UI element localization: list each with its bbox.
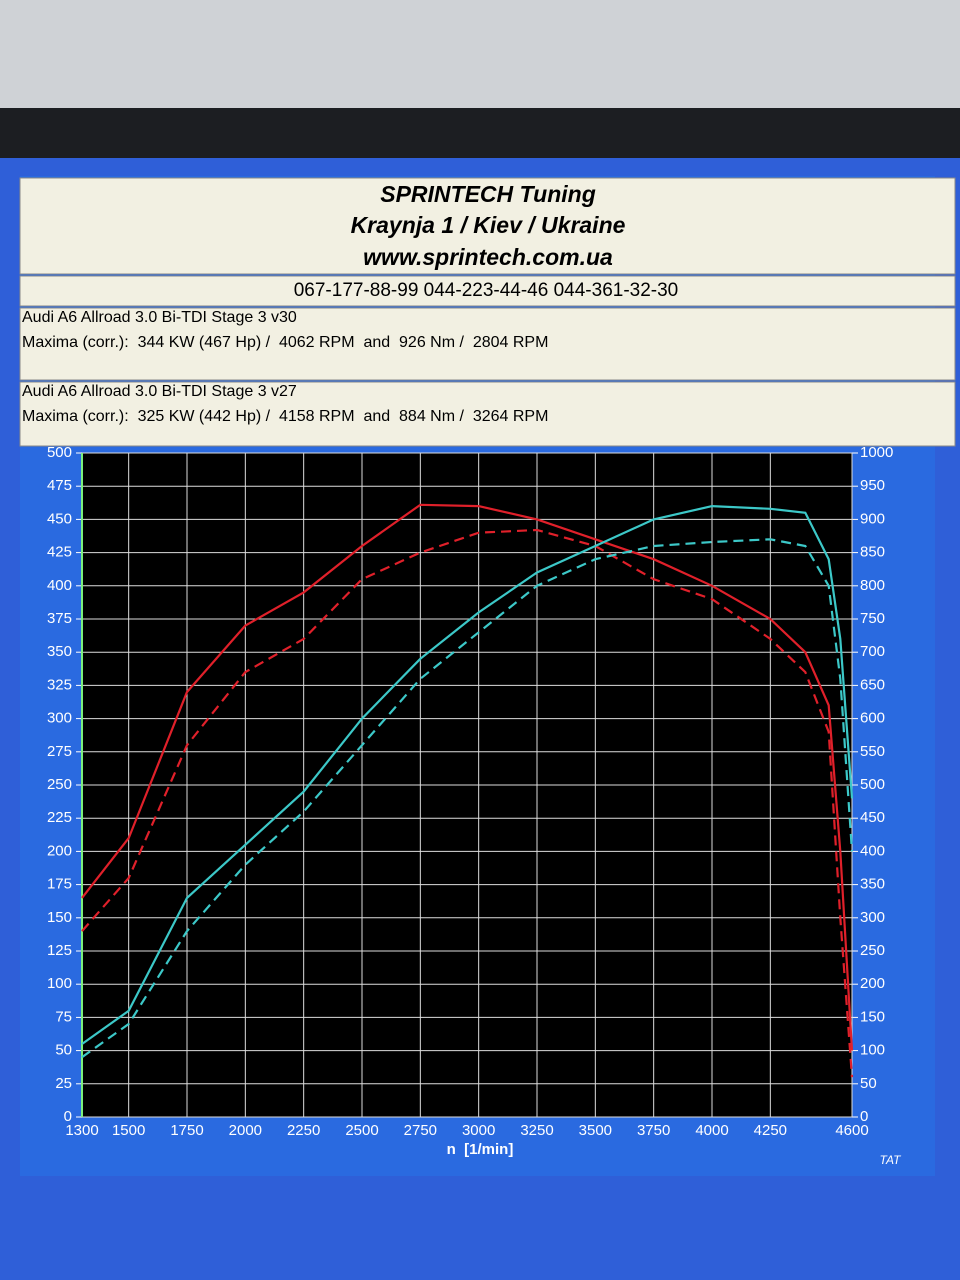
y2-tick-label: 750 [860,610,885,627]
x-tick-label: 4600 [835,1122,868,1139]
y-tick-label: 175 [47,876,72,893]
run-box [19,307,956,381]
y-tick-label: 25 [55,1075,72,1092]
run-maxima: Maxima (corr.): 325 KW (442 Hp) / 4158 R… [22,408,548,425]
phone-box [19,275,956,307]
footer: TAT [880,1153,903,1167]
run-name: Audi A6 Allroad 3.0 Bi-TDI Stage 3 v27 [22,383,297,400]
x-tick-label: 3000 [462,1122,495,1139]
x-tick-label: 3500 [579,1122,612,1139]
title-box [19,177,956,275]
y2-tick-label: 50 [860,1075,877,1092]
y-tick-label: 125 [47,942,72,959]
run-maxima: Maxima (corr.): 344 KW (467 Hp) / 4062 R… [22,334,548,351]
y2-tick-label: 500 [860,776,885,793]
y-tick-label: 325 [47,676,72,693]
y2-tick-label: 300 [860,909,885,926]
wall [0,0,960,110]
y-tick-label: 425 [47,544,72,561]
y-tick-label: 200 [47,842,72,859]
x-tick-label: 1750 [170,1122,203,1139]
y2-tick-label: 850 [860,544,885,561]
x-tick-label: 3750 [637,1122,670,1139]
x-tick-label: 2000 [229,1122,262,1139]
y2-tick-label: 650 [860,676,885,693]
y2-tick-label: 550 [860,743,885,760]
x-tick-label: 3250 [520,1122,553,1139]
x-tick-label: 1300 [65,1122,98,1139]
series-line [81,503,854,1051]
x-axis-label: n [1/min] [447,1141,514,1158]
y-tick-label: 250 [47,776,72,793]
y-tick-label: 75 [55,1008,72,1025]
y-tick-label: 0 [64,1108,72,1125]
run-box [19,381,956,447]
phones: 067-177-88-99 044-223-44-46 044-361-32-3… [294,280,679,301]
y-tick-label: 475 [47,477,72,494]
y2-tick-label: 600 [860,710,885,727]
x-tick-label: 4000 [695,1122,728,1139]
series-line [81,504,854,1045]
y-tick-label: 150 [47,909,72,926]
series-line [81,538,854,1059]
y-tick-label: 400 [47,577,72,594]
y-tick-label: 375 [47,610,72,627]
x-tick-label: 2500 [345,1122,378,1139]
y2-tick-label: 0 [860,1108,868,1125]
y-tick-label: 225 [47,809,72,826]
x-tick-label: 2750 [404,1122,437,1139]
y2-tick-label: 100 [860,1042,885,1059]
y2-tick-label: 900 [860,510,885,527]
y-tick-label: 500 [47,444,72,461]
y2-tick-label: 800 [860,577,885,594]
y2-tick-label: 150 [860,1008,885,1025]
x-tick-label: 2250 [287,1122,320,1139]
y2-tick-label: 450 [860,809,885,826]
y2-tick-label: 350 [860,876,885,893]
series-line [81,528,854,1078]
run-name: Audi A6 Allroad 3.0 Bi-TDI Stage 3 v30 [22,309,297,326]
bezel [0,108,960,158]
address: Kraynja 1 / Kiev / Ukraine [351,212,626,238]
y-tick-label: 350 [47,643,72,660]
y-tick-label: 300 [47,710,72,727]
x-tick-label: 1500 [112,1122,145,1139]
y2-tick-label: 400 [860,842,885,859]
y-tick-label: 275 [47,743,72,760]
y-tick-label: 100 [47,975,72,992]
website: www.sprintech.com.ua [363,244,613,270]
y-tick-label: 50 [55,1042,72,1059]
x-tick-label: 4250 [754,1122,787,1139]
y2-tick-label: 250 [860,942,885,959]
y2-tick-label: 200 [860,975,885,992]
y2-tick-label: 1000 [860,444,893,461]
title: SPRINTECH Tuning [380,181,596,207]
y-tick-label: 450 [47,510,72,527]
y2-tick-label: 700 [860,643,885,660]
y2-tick-label: 950 [860,477,885,494]
